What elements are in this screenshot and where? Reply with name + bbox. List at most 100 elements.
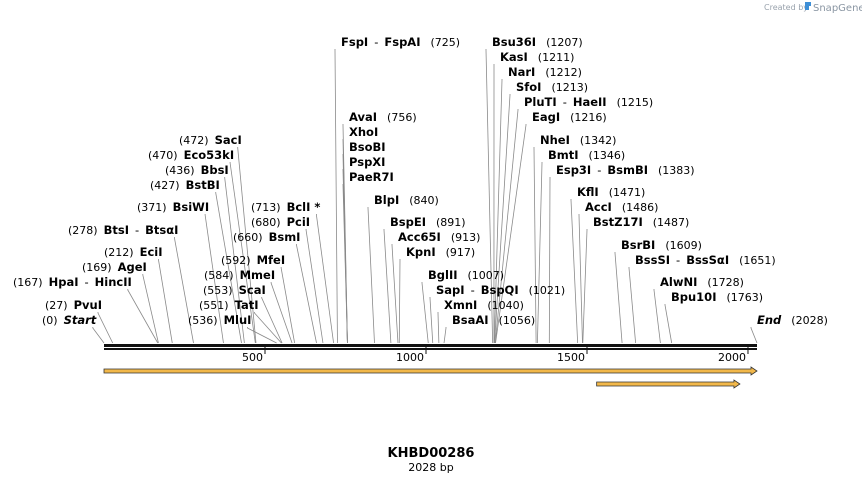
enzyme-name: BsaAI [452,313,489,327]
cut-site-label[interactable]: SapI - BspQI (1021) [436,283,565,297]
backbone-top-strand [104,344,757,347]
cut-site-label[interactable]: BstZ17I (1487) [593,215,689,229]
enzyme-name: BsmBI [607,163,648,177]
cut-site-label[interactable]: (212) EciI [104,245,163,259]
cut-site-label[interactable]: XmnI (1040) [444,298,524,312]
cut-site-label[interactable]: (436) BbsI [165,163,229,177]
cut-site-label[interactable]: Bsu36I (1207) [492,35,583,49]
cut-position: (553) [203,284,233,297]
cut-position: (1486) [622,201,659,214]
cut-site-label[interactable]: SfoI (1213) [516,80,588,94]
cut-site-label[interactable]: (0) Start [42,313,97,327]
cut-site-line [578,214,583,344]
enzyme-name: Acc65I [398,230,441,244]
cut-site-label[interactable]: NheI (1342) [540,133,616,147]
cut-site-label[interactable]: XhoI [349,125,378,139]
cut-site-label[interactable]: (169) AgeI [82,260,147,274]
cut-site-line [261,297,283,344]
cut-position: (917) [446,246,476,259]
cut-site-label[interactable]: PaeR7I [349,170,394,184]
cut-site-line [270,282,293,344]
cut-site-label[interactable]: End (2028) [757,313,828,327]
enzyme-name: AccI [585,200,612,214]
cut-site-line [421,282,429,344]
cut-site-label[interactable]: KasI (1211) [500,50,574,64]
cut-site-label[interactable]: BmtI (1346) [548,148,625,162]
cut-position: (470) [148,149,178,162]
cut-site-line [316,214,334,344]
cut-position: (278) [68,224,98,237]
cut-site-label[interactable]: (660) BsmI [233,230,300,244]
enzyme-name: HaeII [573,95,607,109]
cut-site-line [158,259,173,344]
enzyme-name: BtsαI [145,223,178,237]
cut-site-line [614,252,623,344]
ruler-tick-label: 1000 [396,351,424,364]
cut-site-label[interactable]: (553) ScaI [203,283,266,297]
enzyme-name: NarI [508,65,535,79]
cut-site-label[interactable]: Acc65I (913) [398,230,480,244]
cut-site-line [142,274,159,344]
cut-site-label[interactable]: (278) BtsI - BtsαI [68,223,178,237]
cut-site-label[interactable]: Bpu10I (1763) [671,290,763,304]
ruler-tick-label: 1500 [557,351,585,364]
feature-arrow[interactable] [103,366,758,376]
cut-position: (1346) [589,149,626,162]
label-separator: - [135,223,139,237]
cut-site-label[interactable]: (27) PvuI [45,298,102,312]
cut-site-label[interactable]: (584) MmeI [204,268,275,282]
label-separator: - [563,95,567,109]
cut-site-label[interactable]: (592) MfeI [221,253,285,267]
feature-arrow[interactable] [596,379,741,389]
enzyme-name: NheI [540,133,570,147]
cut-site-label[interactable]: AvaI (756) [349,110,417,124]
cut-site-label[interactable]: BglII (1007) [428,268,504,282]
enzyme-name: SapI [436,283,465,297]
cut-site-line [494,109,519,344]
cut-site-label[interactable]: (470) Eco53kI [148,148,234,162]
backbone-bottom-strand [104,348,757,350]
cut-position: (1216) [570,111,607,124]
cut-position: (169) [82,261,112,274]
cut-site-label[interactable]: (536) MluI [188,313,251,327]
cut-site-label[interactable]: PluTI - HaeII (1215) [524,95,653,109]
cut-site-line [548,177,551,344]
cut-site-label[interactable]: BsoBI [349,140,386,154]
enzyme-name: KflI [577,185,599,199]
cut-site-label[interactable]: BsrBI (1609) [621,238,702,252]
cut-site-label[interactable]: Esp3I - BsmBI (1383) [556,163,695,177]
cut-site-label[interactable]: AlwNI (1728) [660,275,744,289]
enzyme-name: Eco53kI [184,148,235,162]
cut-site-line [127,289,159,344]
cut-site-line [664,304,673,344]
cut-site-label[interactable]: BlpI (840) [374,193,439,207]
cut-site-label[interactable]: KflI (1471) [577,185,645,199]
cut-site-label[interactable]: (371) BsiWI [137,200,209,214]
enzyme-name: HincII [95,275,132,289]
cut-site-label[interactable]: (167) HpaI - HincII [13,275,132,289]
cut-site-label[interactable]: NarI (1212) [508,65,582,79]
enzyme-name: TatI [235,298,259,312]
cut-site-label[interactable]: (427) BstBI [150,178,220,192]
cut-site-label[interactable]: KpnI (917) [406,245,475,259]
cut-site-label[interactable]: FspI - FspAI (725) [341,35,460,49]
enzyme-name: Bsu36I [492,35,536,49]
cut-site-line [391,244,399,344]
cut-site-label[interactable]: (551) TatI [199,298,259,312]
cut-position: (1471) [609,186,646,199]
cut-site-label[interactable]: AccI (1486) [585,200,658,214]
cut-site-line [254,312,282,344]
cut-position: (1383) [658,164,695,177]
cut-site-label[interactable]: EagI (1216) [532,110,607,124]
cut-position: (472) [179,134,209,147]
cut-site-label[interactable]: (713) BclI * [251,200,320,214]
cut-site-label[interactable]: BsaAI (1056) [452,313,535,327]
cut-site-label[interactable]: PspXI [349,155,385,169]
label-separator: - [597,163,601,177]
cut-site-label[interactable]: (680) PciI [251,215,310,229]
cut-site-label[interactable]: BspEI (891) [390,215,466,229]
cut-site-label[interactable]: (472) SacI [179,133,242,147]
cut-site-label[interactable]: BssSI - BssSαI (1651) [635,253,776,267]
cut-position: (1212) [545,66,582,79]
